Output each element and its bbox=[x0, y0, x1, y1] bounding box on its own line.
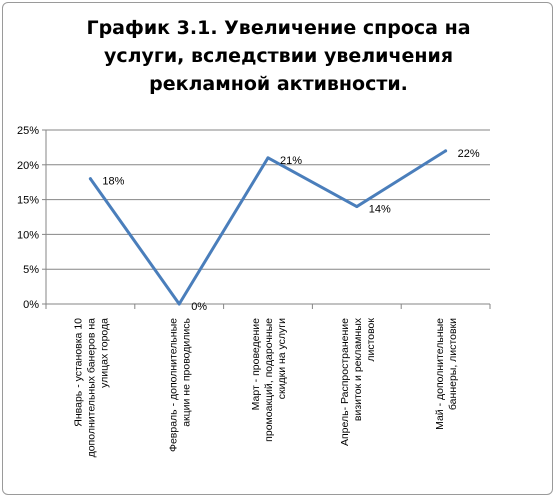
x-tick-label-line: промоакций, подарочные bbox=[263, 318, 275, 442]
data-point bbox=[266, 156, 270, 160]
x-tick-label: Апрель- Распространение визиток и рекламн… bbox=[339, 317, 377, 446]
data-label: 18% bbox=[102, 176, 124, 188]
chart-title: График 3.1. Увеличение спроса на услуги,… bbox=[0, 14, 557, 98]
x-tick-label-line: улицах города bbox=[98, 318, 110, 388]
data-point bbox=[88, 177, 92, 181]
x-tick-label: Май - дополнительные баннеры, листовки bbox=[434, 318, 459, 430]
x-tick-label-line: Май - дополнительные bbox=[434, 318, 446, 430]
data-label: 0% bbox=[191, 301, 207, 313]
y-tick-label: 0% bbox=[23, 299, 39, 311]
x-tick-label-line: Март - проведение bbox=[250, 318, 262, 411]
data-label: 22% bbox=[458, 148, 480, 160]
chart-title-line-2: услуги, вследствии увеличения bbox=[103, 45, 454, 67]
x-tick-label-line: дополнительных банеров на bbox=[85, 318, 97, 458]
y-tick-label: 25% bbox=[17, 125, 39, 137]
x-tick-label-line: баннеры, листовки bbox=[447, 318, 459, 410]
data-label: 14% bbox=[369, 204, 391, 216]
x-tick-label-line: визиток и рекламных bbox=[352, 317, 364, 421]
x-tick-label: Январь - установка 10 дополнительных бане… bbox=[72, 318, 110, 458]
y-tick-label: 10% bbox=[17, 229, 39, 241]
chart-title-line-3: рекламной активности. bbox=[149, 73, 408, 95]
x-tick-label-line: Апрель- Распространение bbox=[339, 318, 351, 446]
y-tick-label: 20% bbox=[17, 160, 39, 172]
x-tick-label-line: листовок bbox=[365, 318, 377, 362]
data-point bbox=[444, 149, 448, 153]
data-point bbox=[177, 302, 181, 306]
chart-frame bbox=[2, 2, 553, 495]
x-tick-label-line: скидки на услуги bbox=[276, 318, 288, 399]
series-line bbox=[88, 149, 448, 306]
data-point bbox=[355, 205, 359, 209]
x-tick-label-line: Январь - установка 10 bbox=[72, 318, 84, 427]
x-tick-label: Февраль - дополнительные акции не проводи… bbox=[168, 317, 193, 452]
y-tick-label: 5% bbox=[23, 264, 39, 276]
x-tick-label: Март - проведение промоакций, подарочные с… bbox=[250, 318, 288, 442]
x-tick-label-line: Февраль - дополнительные bbox=[168, 318, 180, 452]
chart-title-line-1: График 3.1. Увеличение спроса на bbox=[86, 17, 471, 39]
x-tick-label-line: акции не проводились bbox=[181, 317, 193, 426]
y-tick-label: 15% bbox=[17, 195, 39, 207]
data-label: 21% bbox=[280, 155, 302, 167]
